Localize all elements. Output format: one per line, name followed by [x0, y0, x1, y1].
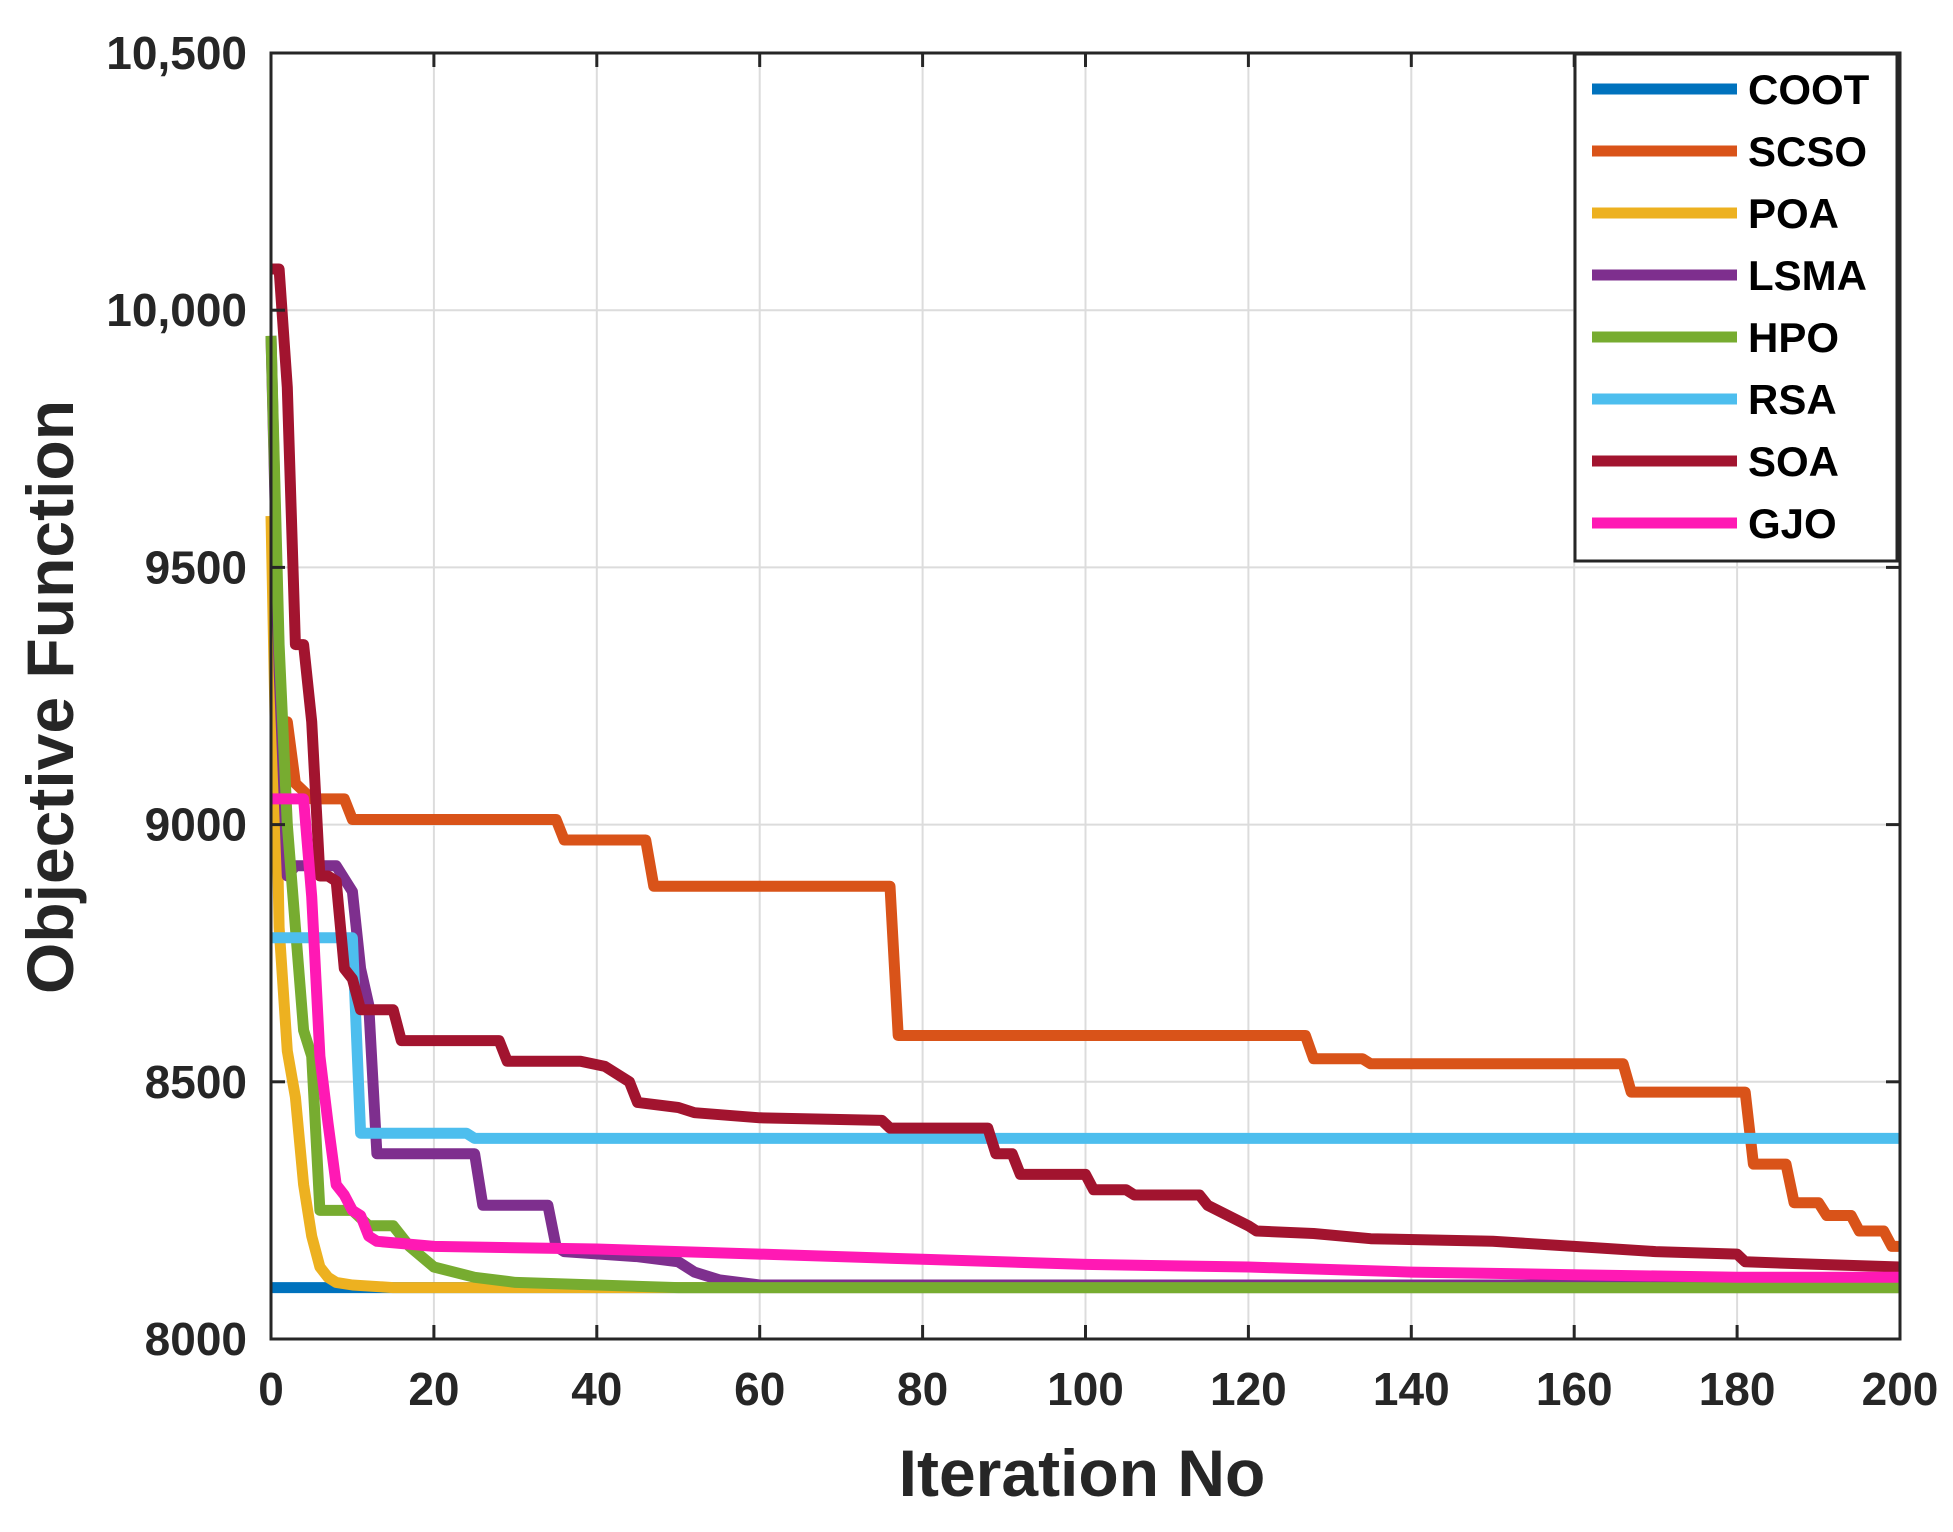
legend-label-rsa: RSA	[1748, 376, 1837, 423]
y-axis-title: Objective Function	[13, 400, 87, 994]
x-tick-label: 100	[1047, 1363, 1124, 1415]
x-tick-label: 200	[1862, 1363, 1939, 1415]
x-axis-title: Iteration No	[899, 1436, 1266, 1510]
y-tick-label: 8500	[145, 1056, 247, 1108]
legend-label-poa: POA	[1748, 190, 1839, 237]
series-line-lsma	[265, 335, 1900, 1291]
series-lines	[265, 263, 1901, 1294]
legend-label-soa: SOA	[1748, 438, 1839, 485]
axis-ticks: 0 20 40 60 80 100 120 140 160 180 200 8000 8500 9000 9…	[106, 27, 1938, 1415]
y-tick-label: 9000	[145, 799, 247, 851]
legend-label-gjo: GJO	[1748, 500, 1837, 547]
grid	[271, 53, 1900, 1339]
x-tick-label: 120	[1210, 1363, 1287, 1415]
x-tick-label: 0	[258, 1363, 284, 1415]
y-tick-label: 8000	[145, 1313, 247, 1365]
y-tick-label: 9500	[145, 541, 247, 593]
x-tick-label: 80	[897, 1363, 948, 1415]
series-line-scso	[271, 716, 1900, 1252]
legend: COOT SCSO POA LSMA HPO RSA SOA GJO	[1573, 52, 1899, 563]
legend-label-scso: SCSO	[1748, 128, 1867, 175]
x-tick-label: 40	[571, 1363, 622, 1415]
x-tick-label: 160	[1536, 1363, 1613, 1415]
series-line-gjo	[271, 793, 1900, 1283]
legend-label-hpo: HPO	[1748, 314, 1839, 361]
legend-box	[1573, 52, 1899, 563]
series-line-soa	[271, 263, 1901, 1273]
legend-label-coot: COOT	[1748, 66, 1870, 113]
y-tick-label: 10,500	[106, 27, 247, 79]
y-tick-label: 10,000	[106, 284, 247, 336]
x-tick-label: 20	[408, 1363, 459, 1415]
x-tick-label: 140	[1373, 1363, 1450, 1415]
x-tick-label: 60	[734, 1363, 785, 1415]
legend-label-lsma: LSMA	[1748, 252, 1867, 299]
x-tick-label: 180	[1699, 1363, 1776, 1415]
series-line-poa	[265, 515, 1900, 1294]
